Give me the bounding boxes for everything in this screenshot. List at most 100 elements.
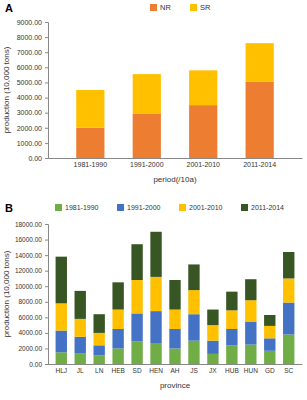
tick: SC [284,364,293,374]
tick-label: 12000.00 [15,267,42,274]
bar [226,292,237,311]
bars [56,232,295,364]
tick-label: 10000.00 [15,283,42,290]
bar [131,244,142,280]
axis-line [45,225,49,365]
tick: 2000.00 [19,345,49,352]
tick-label: 8000.00 [19,298,43,305]
tick: 2000.00 [17,125,48,132]
tick-label: 3000.00 [17,109,42,116]
bar [264,351,275,364]
tick-label: 0.00 [29,361,42,368]
x-axis-title: period(/10a) [153,175,196,184]
tick-label: 1981-1990 [74,161,108,168]
tick: 2001-2010 [186,158,220,168]
tick-mark [45,98,48,99]
tick-mark [45,128,48,129]
bar [93,333,104,345]
tick: 4000.00 [19,329,49,336]
tick: 12000.00 [15,267,48,274]
bar [133,74,161,113]
panel-title: B [5,202,13,214]
bar [56,352,67,364]
bar [283,334,294,364]
tick-label: 7000.00 [17,49,42,56]
legend-label: NR [160,3,171,12]
tick: HLJ [55,364,67,374]
legend-label: 1981-1990 [65,204,99,211]
panel: B 0.00 2000.00 4000.00 6000.00 8000.00 10000.0… [2,202,303,390]
bar [246,43,274,82]
bar [207,341,218,354]
tick-label: 2001-2010 [186,161,220,168]
bar [76,90,104,128]
tick: HUB [225,364,239,374]
tick: 2011-2014 [243,158,276,168]
bar [76,128,104,158]
tick: 1991-2000 [130,158,164,168]
tick-label: HEN [149,367,163,374]
tick: AH [170,364,179,374]
tick-label: 4000.00 [17,94,42,101]
tick-mark [45,82,48,83]
legend-label: 1991-2000 [127,204,161,211]
tick: 10000.00 [15,283,48,290]
legend-label: SR [200,3,211,12]
bar [245,279,256,300]
bar [150,311,161,343]
tick-label: 4000.00 [19,329,43,336]
bar [188,341,199,364]
tick-mark [45,271,48,272]
tick: JS [190,364,198,374]
tick-label: HEB [111,367,124,374]
legend: NR SR [150,3,211,12]
series [56,232,295,333]
tick-label: 1000.00 [17,140,42,147]
bar [226,310,237,329]
tick-mark [45,67,48,68]
tick: HEB [111,364,124,374]
bar [131,341,142,364]
bar [169,280,180,310]
tick-mark [45,333,48,334]
bar [207,310,218,326]
tick-mark [45,240,48,241]
tick: 1981-1990 [74,158,108,168]
tick: 6000.00 [19,314,49,321]
bar [112,310,123,329]
bar [169,348,180,364]
tick-mark [45,113,48,114]
bar [133,113,161,158]
bar [93,314,104,333]
axis-line [45,23,49,159]
y-axis-title: production (10,000 tons) [2,250,11,337]
bar [56,303,67,330]
tick: 4000.00 [17,94,48,101]
tick: 14000.00 [15,252,48,259]
panel-title: A [5,2,13,14]
tick-label: 6000.00 [17,64,42,71]
tick: LN [95,364,104,374]
x-axis: HLJJLLNHEBSDHENAHJSJXHUBHUNGDSC [49,364,303,374]
bar [245,300,256,322]
tick: 5000.00 [17,79,48,86]
tick-mark [45,143,48,144]
tick-mark [45,22,48,23]
bar [93,345,104,355]
tick: 8000.00 [17,34,48,41]
tick: JX [209,364,217,374]
bar [75,291,86,319]
tick-label: 14000.00 [15,252,42,259]
bar [169,310,180,329]
tick: 3000.00 [17,109,48,116]
bars [76,43,274,158]
tick-label: AH [170,367,179,374]
bar [56,257,67,304]
tick: GD [265,364,275,374]
tick-label: 5000.00 [17,79,42,86]
bar [56,331,67,353]
legend-swatch [241,204,248,211]
legend-swatch [190,4,197,11]
tick-label: 6000.00 [19,314,43,321]
bar [283,303,294,335]
